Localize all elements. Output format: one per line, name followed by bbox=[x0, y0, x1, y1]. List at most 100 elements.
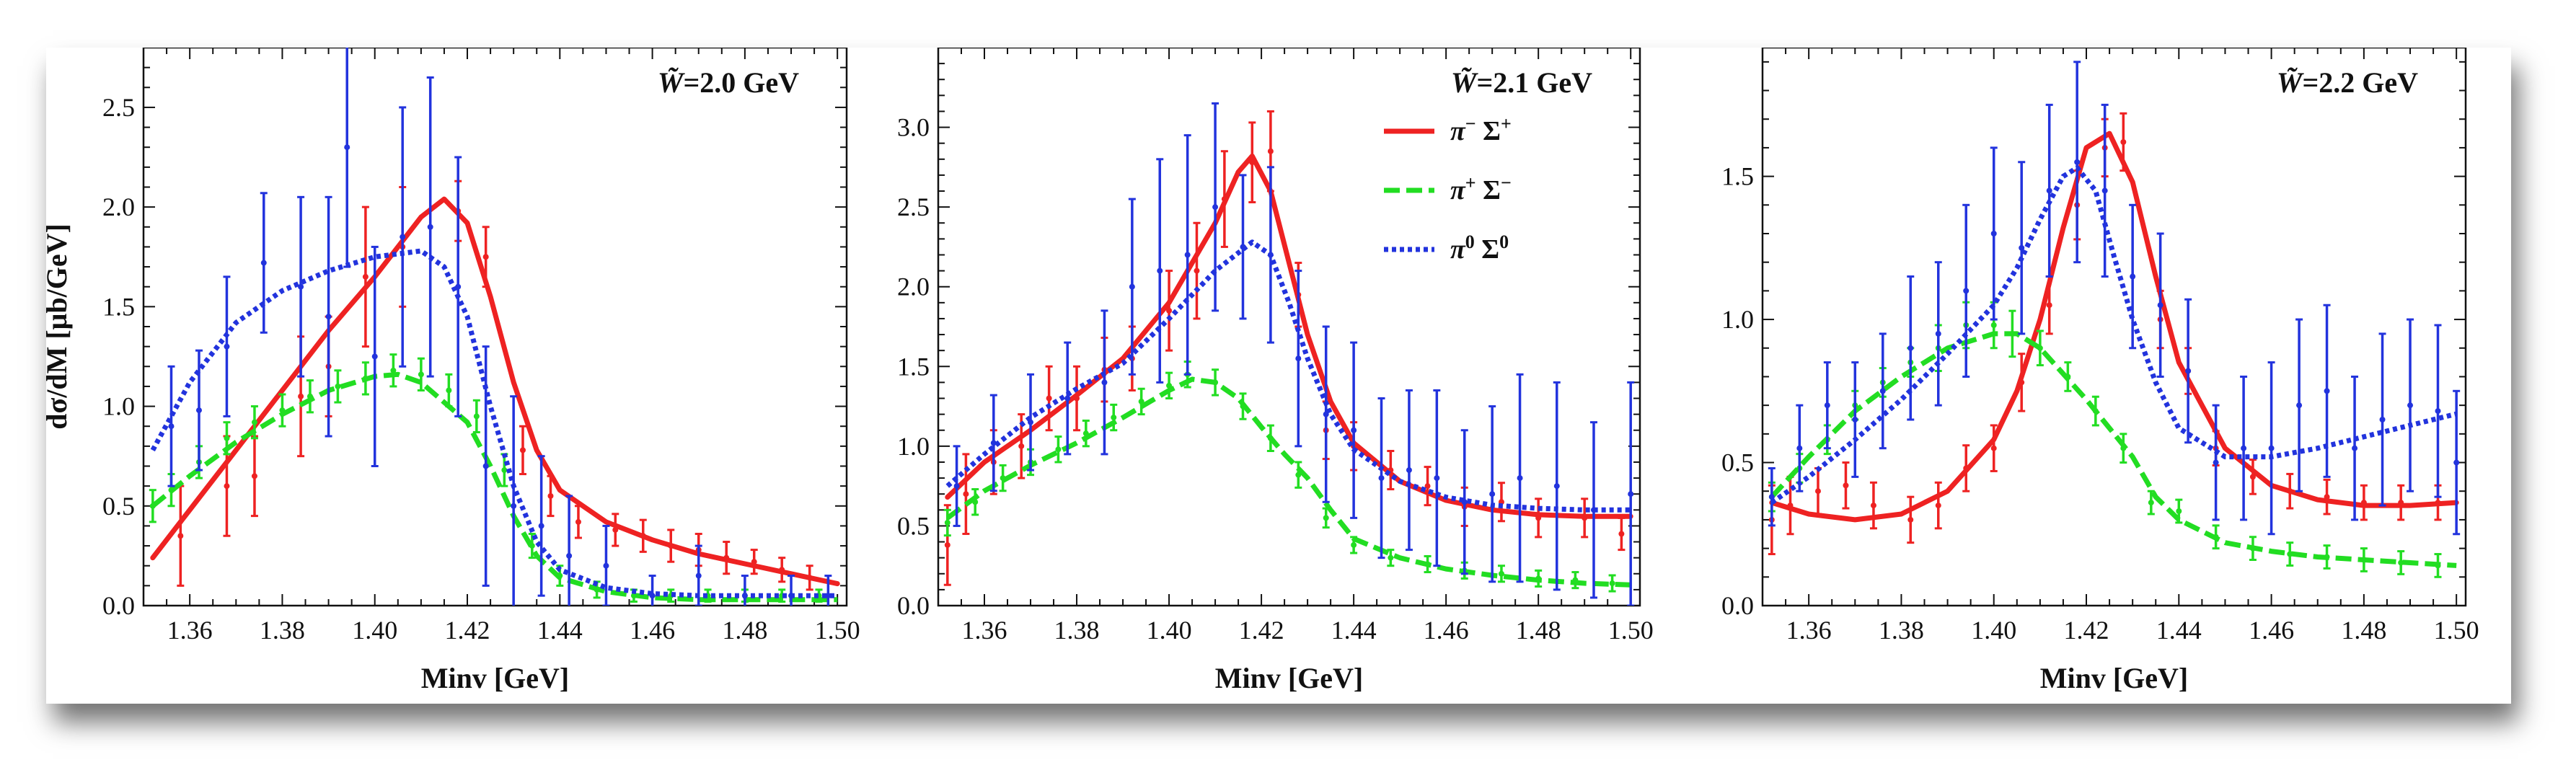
curve-pi_plus_sigma_minus bbox=[151, 371, 838, 603]
data-point bbox=[2241, 445, 2247, 451]
x-tick-label: 1.38 bbox=[1054, 616, 1100, 645]
curve-pi0_sigma0 bbox=[945, 239, 1631, 513]
chart-figure: 1.36 1.38 1.40 1.42 1.44 1.46 1.48 1.500.00.51.… bbox=[46, 48, 2479, 694]
y-tick-label: 2.0 bbox=[897, 273, 930, 301]
y-axis-title: dσ/dM [μb/GeV] bbox=[46, 224, 73, 430]
data-point bbox=[1990, 231, 1997, 236]
x-tick-label: 1.44 bbox=[1331, 616, 1377, 645]
data-point bbox=[990, 440, 997, 446]
curve-pi_plus_sigma_minus bbox=[945, 376, 1631, 588]
data-point bbox=[2352, 445, 2358, 451]
data-point bbox=[695, 572, 702, 579]
y-tick-label: 0.5 bbox=[1721, 448, 1754, 477]
data-point bbox=[2046, 187, 2052, 194]
x-tick-label: 1.40 bbox=[1147, 616, 1192, 645]
data-point bbox=[446, 387, 452, 394]
data-point bbox=[2185, 368, 2192, 374]
data-point bbox=[195, 407, 202, 414]
x-tick-label: 1.50 bbox=[1608, 616, 1654, 645]
data-point bbox=[1517, 475, 1523, 482]
data-point bbox=[2435, 408, 2441, 415]
series-pi_minus_sigma_plus bbox=[943, 110, 1633, 586]
y-tick-label: 1.5 bbox=[1721, 162, 1754, 191]
data-point bbox=[335, 383, 341, 389]
y-tick-label: 0.5 bbox=[897, 511, 930, 540]
x-tick-label: 1.38 bbox=[260, 616, 305, 645]
data-point bbox=[1609, 580, 1615, 587]
data-point bbox=[1111, 415, 1117, 421]
series-pi_plus_sigma_minus bbox=[1768, 301, 2457, 578]
data-point bbox=[298, 283, 304, 290]
data-point bbox=[1618, 531, 1625, 537]
curve-pi0_sigma0 bbox=[150, 248, 838, 598]
x-tick-label: 1.44 bbox=[2156, 616, 2202, 645]
data-point bbox=[1046, 395, 1052, 402]
data-point bbox=[1378, 475, 1385, 482]
series-pi_minus_sigma_plus bbox=[1768, 112, 2459, 556]
curve-pi_minus_sigma_plus bbox=[150, 196, 840, 587]
w-value: =2.0 GeV bbox=[683, 66, 799, 99]
data-point bbox=[2453, 459, 2460, 466]
data-point bbox=[2148, 500, 2154, 506]
data-point bbox=[944, 541, 950, 548]
data-point bbox=[1295, 355, 1302, 362]
x-tick-label: 1.42 bbox=[2064, 616, 2109, 645]
plot-frame bbox=[937, 48, 1641, 607]
data-point bbox=[547, 492, 554, 499]
data-point bbox=[1824, 402, 1830, 409]
x-tick-label: 1.42 bbox=[445, 616, 490, 645]
legend-sigma-sup: + bbox=[1501, 113, 1512, 134]
data-point bbox=[1157, 267, 1163, 274]
x-tick-label: 1.38 bbox=[1879, 616, 1924, 645]
data-point bbox=[1351, 541, 1357, 548]
plot-content bbox=[943, 102, 1635, 606]
data-point bbox=[953, 483, 960, 490]
data-point bbox=[1406, 467, 1412, 474]
y-tick-label: 1.5 bbox=[897, 352, 930, 381]
data-point bbox=[1843, 482, 1849, 489]
x-tick-label: 1.50 bbox=[2434, 616, 2479, 645]
series-pi_plus_sigma_minus bbox=[149, 353, 838, 603]
data-point bbox=[1424, 483, 1431, 490]
legend-pi-sup: − bbox=[1465, 113, 1476, 134]
x-axis-title: Minv [GeV] bbox=[421, 662, 570, 694]
w-symbol: W̃ bbox=[658, 66, 685, 99]
data-point bbox=[251, 419, 257, 425]
legend-sigma: Σ bbox=[1475, 234, 1499, 265]
legend-label-pi0_sigma0: π0 Σ0 bbox=[1450, 231, 1509, 265]
data-point bbox=[1990, 445, 1997, 451]
data-point bbox=[224, 435, 230, 441]
x-tick-label: 1.46 bbox=[2249, 616, 2294, 645]
legend-label-pi_plus_sigma_minus: π+ Σ− bbox=[1450, 172, 1512, 206]
curve-pi_minus_sigma_plus bbox=[945, 153, 1633, 519]
data-point bbox=[519, 447, 526, 453]
data-point bbox=[1935, 503, 1941, 509]
y-tick-label: 0.0 bbox=[1721, 591, 1754, 620]
data-point bbox=[2157, 302, 2163, 309]
legend-sigma-sup: − bbox=[1501, 172, 1512, 193]
data-point bbox=[2296, 402, 2303, 409]
x-tick-label: 1.36 bbox=[1786, 616, 1832, 645]
data-point bbox=[825, 593, 832, 599]
data-point bbox=[2046, 302, 2052, 309]
data-point bbox=[400, 234, 406, 240]
y-tick-label: 2.5 bbox=[897, 192, 930, 221]
data-point bbox=[2249, 474, 2256, 480]
w-symbol: W̃ bbox=[1451, 66, 1478, 99]
x-tick-label: 1.36 bbox=[962, 616, 1007, 645]
y-tick-label: 1.5 bbox=[102, 292, 135, 321]
data-point bbox=[1055, 446, 1062, 453]
data-point bbox=[371, 353, 378, 360]
x-axis-title: Minv [GeV] bbox=[1215, 662, 1364, 694]
plot-content bbox=[1768, 61, 2461, 578]
w-value: =2.2 GeV bbox=[2302, 66, 2418, 99]
data-point bbox=[224, 483, 230, 490]
data-point bbox=[224, 343, 230, 350]
legend-pi: π bbox=[1450, 116, 1466, 146]
y-tick-label: 0.0 bbox=[102, 591, 135, 620]
data-point bbox=[511, 503, 517, 509]
data-point bbox=[2268, 445, 2275, 451]
chart-panel-2: 1.36 1.38 1.40 1.42 1.44 1.46 1.48 1.500.00.51.… bbox=[897, 48, 1654, 694]
plot-frame bbox=[1761, 48, 2467, 607]
data-point bbox=[418, 371, 424, 378]
